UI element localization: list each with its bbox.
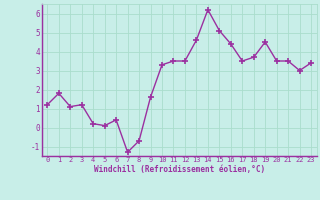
X-axis label: Windchill (Refroidissement éolien,°C): Windchill (Refroidissement éolien,°C) [94,165,265,174]
